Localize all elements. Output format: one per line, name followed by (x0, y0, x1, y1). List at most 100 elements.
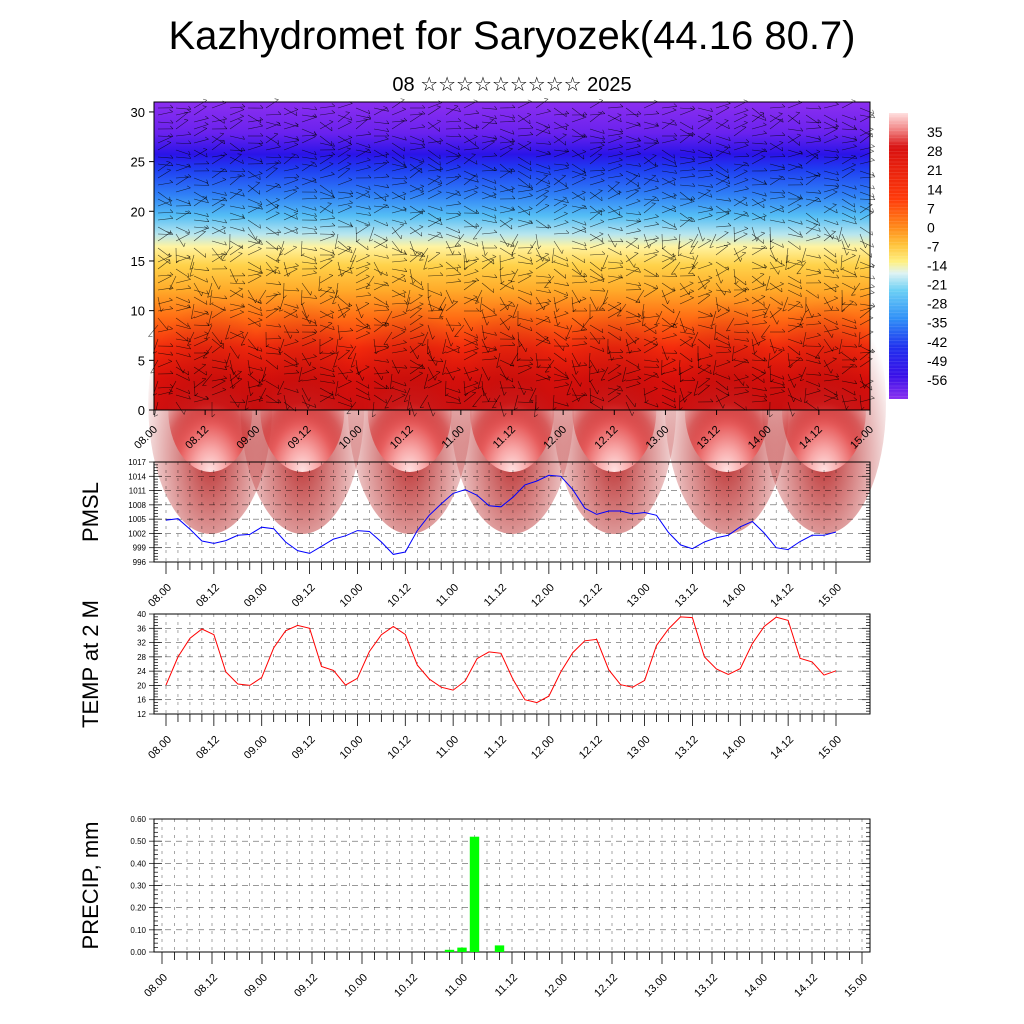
wind-barb-flag (333, 365, 338, 368)
wind-barb-flag (250, 392, 254, 396)
wind-barb-flag (510, 245, 515, 248)
wind-barb (535, 170, 551, 175)
y-tick-label: 0.60 (130, 815, 146, 824)
wind-barb (175, 317, 189, 327)
wind-barb-flag (833, 127, 838, 130)
wind-barb (427, 140, 443, 144)
wind-barb-flag (439, 166, 444, 170)
wind-barb (715, 212, 730, 221)
wind-barb-flag (331, 110, 336, 114)
wind-barb-flag (332, 146, 336, 150)
wind-barb (823, 387, 838, 396)
wind-barb (481, 282, 494, 293)
wind-barb-flag (785, 267, 790, 271)
wind-barb-flag (834, 135, 839, 138)
wind-barb (517, 208, 533, 214)
wind-barb-flag (836, 396, 839, 400)
wind-barb-flag (169, 305, 173, 309)
wind-barb-flag (489, 118, 494, 120)
wind-barb-flag (187, 273, 189, 278)
wind-barb (697, 338, 710, 349)
wind-barb (697, 135, 712, 144)
wind-barb-flag (473, 386, 478, 389)
wind-barb (337, 155, 351, 165)
wind-barb (157, 287, 173, 291)
wind-barb-flag (170, 201, 172, 206)
wind-barb (823, 156, 840, 158)
wind-barb-flag (684, 328, 688, 333)
wind-barb (265, 226, 279, 236)
wind-barb (319, 338, 334, 347)
wind-barb (445, 380, 447, 397)
wind-barb (679, 282, 690, 296)
wind-barb (697, 149, 712, 157)
wind-barb-flag (307, 404, 311, 409)
wind-barb (355, 359, 359, 375)
wind-barb-flag (762, 282, 767, 286)
x-tick-label: 14.12 (768, 582, 796, 610)
wind-barb (517, 114, 532, 123)
wind-barb-flag (818, 119, 822, 123)
wind-barb (661, 219, 676, 228)
wind-barb-flag (404, 364, 408, 369)
wind-barb (715, 121, 730, 129)
wind-barb-flag (220, 203, 225, 206)
wind-barb-flag (602, 129, 605, 134)
wind-barb (283, 188, 299, 193)
x-tick-label: 09.12 (292, 972, 320, 1000)
wind-barb (751, 296, 766, 305)
wind-barb-flag (652, 154, 657, 156)
wind-barb (841, 240, 847, 256)
wind-barb (373, 205, 389, 208)
wind-barb (409, 135, 424, 143)
wind-barb-flag (817, 124, 822, 128)
colorbar-label: 0 (927, 219, 935, 235)
wind-barb-flag (636, 219, 641, 222)
wind-barb (589, 210, 602, 221)
wind-barb-flag (350, 397, 352, 402)
wind-barb-flag (510, 142, 514, 145)
wind-barb (733, 331, 750, 334)
wind-barb (157, 255, 172, 263)
wind-barb-flag (691, 132, 694, 137)
wind-barb-flag (547, 108, 551, 112)
wind-barb (445, 366, 454, 381)
wind-barb-flag (494, 120, 498, 124)
wind-barb (589, 366, 591, 383)
wind-barb-flag (296, 304, 299, 309)
wind-barb-flag (345, 349, 350, 351)
wind-barb (427, 219, 442, 228)
wind-barb (679, 201, 695, 207)
wind-barb-flag (386, 254, 389, 259)
wind-barb-flag (347, 267, 352, 269)
wind-barb (247, 352, 262, 360)
wind-barb (787, 375, 803, 382)
wind-barb-flag (242, 135, 245, 140)
wind-barb-flag (743, 169, 748, 172)
wind-barb (697, 385, 710, 396)
wind-barb-flag (583, 326, 587, 331)
wind-barb (175, 394, 191, 400)
wind-barb-flag (169, 179, 173, 183)
wind-barb-flag (169, 326, 173, 330)
wind-barb-flag (474, 269, 479, 272)
wind-barb-flag (545, 203, 550, 206)
wind-barb-flag (706, 364, 711, 367)
wind-barb-flag (705, 377, 710, 380)
wind-barb-flag (815, 196, 819, 199)
wind-barb (733, 162, 747, 172)
wind-barb (211, 191, 227, 196)
wind-barb-flag (760, 273, 765, 275)
wind-barb-flag (620, 274, 624, 279)
x-tick-label: 12.00 (529, 734, 557, 762)
wind-barb-flag (414, 412, 417, 417)
wind-barb-flag (440, 220, 443, 225)
wind-barb (589, 401, 603, 411)
wind-barb (625, 321, 641, 326)
wind-barb (229, 246, 243, 256)
wind-barb (553, 282, 569, 287)
wind-barb (301, 387, 310, 402)
wind-barb-flag (674, 398, 676, 403)
wind-barb (427, 359, 443, 363)
wind-barb (787, 358, 801, 368)
